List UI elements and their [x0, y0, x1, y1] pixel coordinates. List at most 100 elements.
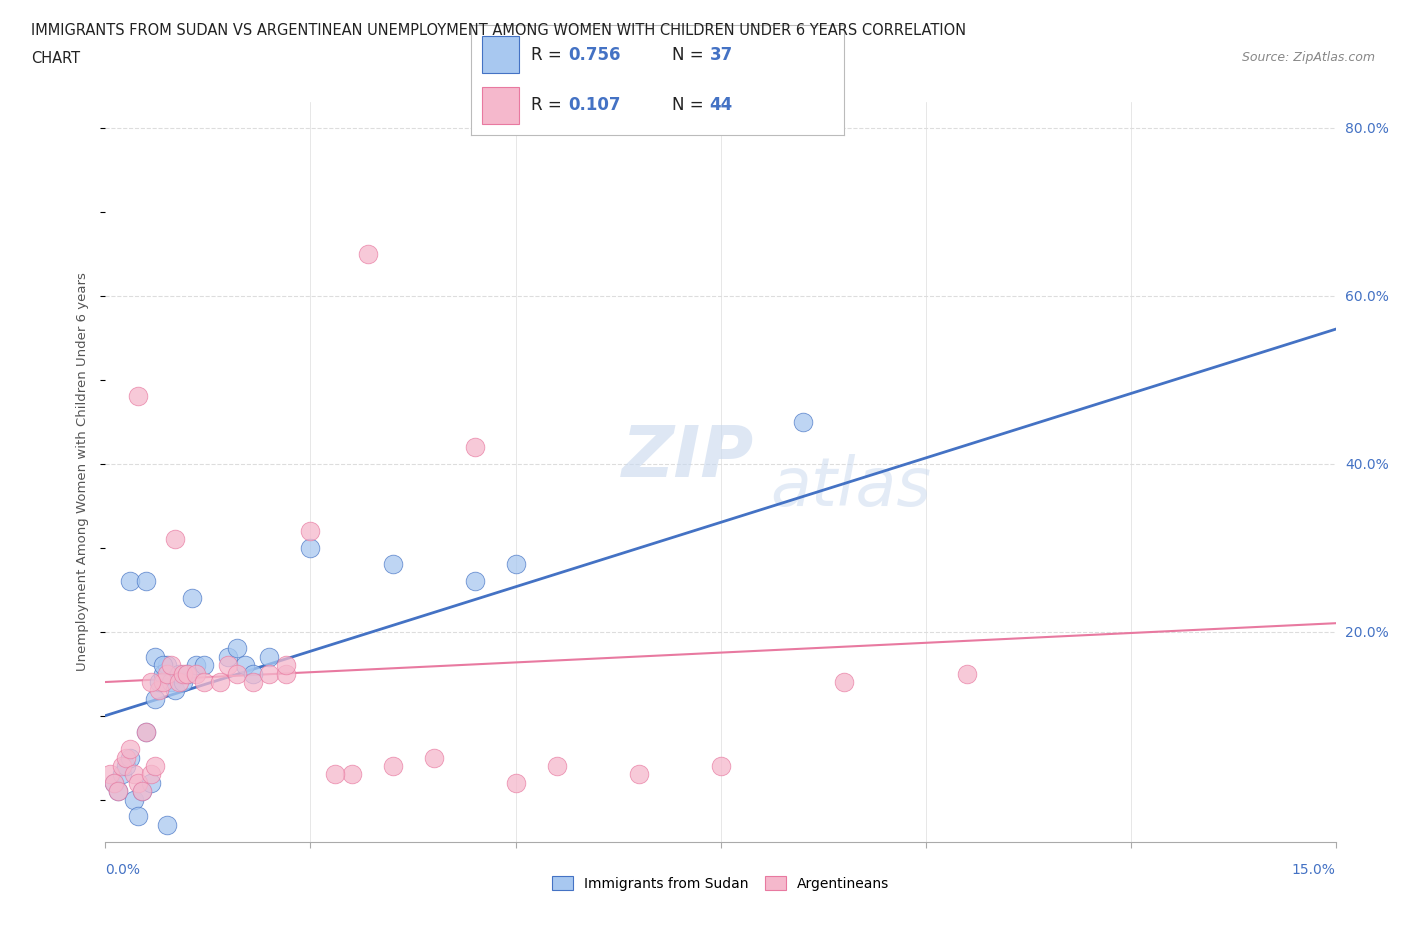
Point — [225, 641, 247, 656]
Point — [98, 767, 121, 782]
Point — [120, 742, 141, 757]
Point — [111, 767, 134, 782]
Point — [139, 674, 162, 689]
Point — [169, 666, 191, 681]
Point — [152, 658, 174, 672]
FancyBboxPatch shape — [482, 36, 519, 73]
Text: Source: ZipAtlas.com: Source: ZipAtlas.com — [1241, 51, 1375, 64]
Point — [792, 414, 814, 429]
Point — [381, 759, 404, 774]
Point — [120, 574, 141, 589]
Point — [259, 649, 281, 664]
Text: R =: R = — [530, 46, 567, 64]
Point — [627, 767, 650, 782]
Y-axis label: Unemployment Among Women with Children Under 6 years: Unemployment Among Women with Children U… — [76, 272, 90, 671]
Point — [193, 658, 215, 672]
FancyBboxPatch shape — [482, 86, 519, 124]
Text: ZIP: ZIP — [621, 423, 755, 492]
Point — [127, 809, 149, 824]
Point — [259, 666, 281, 681]
Point — [156, 666, 179, 681]
Point — [165, 532, 187, 547]
Point — [135, 574, 157, 589]
Point — [103, 776, 125, 790]
Text: atlas: atlas — [770, 454, 931, 520]
Point — [152, 666, 174, 681]
Text: IMMIGRANTS FROM SUDAN VS ARGENTINEAN UNEMPLOYMENT AMONG WOMEN WITH CHILDREN UNDE: IMMIGRANTS FROM SUDAN VS ARGENTINEAN UNE… — [31, 23, 966, 38]
Point — [956, 666, 979, 681]
Point — [103, 776, 125, 790]
Point — [148, 674, 170, 689]
Point — [381, 557, 404, 572]
Point — [505, 557, 527, 572]
Text: 37: 37 — [710, 46, 733, 64]
Point — [299, 524, 322, 538]
Point — [180, 591, 202, 605]
Point — [218, 658, 240, 672]
Point — [139, 776, 162, 790]
Point — [242, 674, 264, 689]
Text: 0.0%: 0.0% — [105, 863, 141, 877]
Text: R =: R = — [530, 96, 567, 114]
Point — [127, 776, 149, 790]
Point — [111, 759, 134, 774]
Point — [143, 649, 166, 664]
Text: CHART: CHART — [31, 51, 80, 66]
Text: 44: 44 — [710, 96, 733, 114]
Point — [131, 784, 153, 799]
Point — [832, 674, 855, 689]
Point — [505, 776, 527, 790]
Point — [169, 674, 191, 689]
Legend: Immigrants from Sudan, Argentineans: Immigrants from Sudan, Argentineans — [546, 869, 896, 897]
Point — [135, 725, 157, 740]
Point — [274, 658, 297, 672]
Point — [139, 767, 162, 782]
Point — [160, 658, 183, 672]
Point — [115, 751, 138, 765]
Point — [107, 784, 129, 799]
Point — [127, 389, 149, 404]
Point — [122, 767, 145, 782]
Point — [184, 666, 207, 681]
Point — [165, 683, 187, 698]
Point — [176, 666, 198, 681]
Point — [143, 691, 166, 706]
Point — [156, 817, 179, 832]
Point — [710, 759, 733, 774]
Point — [122, 792, 145, 807]
Text: N =: N = — [672, 46, 709, 64]
Point — [464, 439, 486, 454]
Point — [218, 649, 240, 664]
Point — [135, 725, 157, 740]
Point — [225, 666, 247, 681]
Point — [274, 666, 297, 681]
Point — [172, 666, 194, 681]
Point — [156, 658, 179, 672]
Point — [152, 674, 174, 689]
Point — [233, 658, 256, 672]
Point — [242, 666, 264, 681]
Point — [546, 759, 568, 774]
Point — [209, 674, 232, 689]
Point — [148, 683, 170, 698]
Point — [422, 751, 444, 765]
Point — [172, 674, 194, 689]
Text: 0.756: 0.756 — [568, 46, 620, 64]
Point — [120, 751, 141, 765]
Point — [131, 784, 153, 799]
Point — [193, 674, 215, 689]
Point — [299, 540, 322, 555]
Text: 15.0%: 15.0% — [1292, 863, 1336, 877]
Point — [115, 759, 138, 774]
Point — [464, 574, 486, 589]
Point — [184, 658, 207, 672]
Text: N =: N = — [672, 96, 709, 114]
Point — [340, 767, 363, 782]
Point — [357, 246, 380, 261]
Point — [160, 674, 183, 689]
Text: 0.107: 0.107 — [568, 96, 620, 114]
Point — [323, 767, 346, 782]
Point — [143, 759, 166, 774]
Point — [176, 666, 198, 681]
Point — [107, 784, 129, 799]
